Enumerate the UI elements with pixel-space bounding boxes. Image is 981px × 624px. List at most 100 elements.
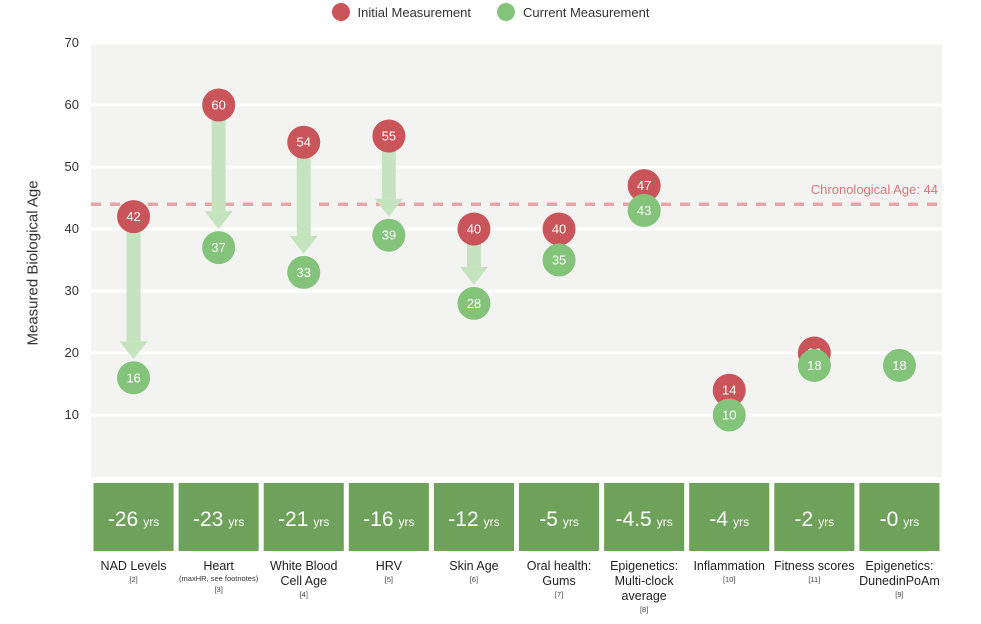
category-note: (maxHR, see footnotes) bbox=[179, 574, 259, 583]
delta-box bbox=[348, 483, 429, 551]
category-name: NAD Levels bbox=[100, 559, 167, 573]
category-name: Skin Age bbox=[449, 559, 499, 573]
delta-box bbox=[178, 483, 259, 551]
initial-marker bbox=[287, 125, 321, 159]
delta-value: -0 bbox=[880, 508, 899, 531]
current-value-label: 37 bbox=[211, 240, 225, 255]
delta-box bbox=[604, 483, 685, 551]
category-reference: [7] bbox=[554, 590, 564, 599]
legend-item-current: Current Measurement bbox=[497, 3, 649, 21]
delta-label: -12 yrs bbox=[448, 508, 499, 531]
delta-unit: yrs bbox=[818, 515, 834, 529]
arrow-shaft bbox=[211, 119, 226, 212]
category-name: Heart bbox=[203, 559, 234, 573]
delta-label: -23 yrs bbox=[193, 508, 244, 531]
initial-value-label: 60 bbox=[211, 98, 225, 113]
arrow-shaft bbox=[126, 231, 141, 342]
initial-marker bbox=[627, 169, 661, 203]
category-label: Heart (maxHR, see footnotes) [3] bbox=[176, 559, 261, 595]
delta-label: -21 yrs bbox=[278, 508, 329, 531]
category-name: Oral health: Gums bbox=[526, 559, 592, 588]
initial-value-label: 14 bbox=[722, 383, 736, 398]
category-reference: [2] bbox=[129, 575, 138, 584]
delta-value: -16 bbox=[363, 508, 393, 531]
initial-value-label: 40 bbox=[552, 222, 566, 237]
category-reference: [3] bbox=[214, 585, 223, 594]
category-label: NAD Levels [2] bbox=[91, 559, 176, 585]
reference-line-label: Chronological Age: 44 bbox=[811, 182, 938, 197]
delta-box bbox=[774, 483, 855, 551]
initial-marker bbox=[117, 200, 151, 234]
delta-unit: yrs bbox=[399, 515, 415, 529]
delta-value: -5 bbox=[539, 508, 558, 531]
category-reference: [10] bbox=[722, 575, 736, 584]
delta-value: -26 bbox=[108, 508, 138, 531]
delta-box bbox=[689, 483, 770, 551]
legend-label-initial: Initial Measurement bbox=[357, 4, 471, 20]
delta-unit: yrs bbox=[313, 515, 329, 529]
delta-unit: yrs bbox=[903, 515, 919, 529]
category-reference: [5] bbox=[384, 575, 394, 584]
initial-value-label: 42 bbox=[126, 209, 140, 224]
current-marker bbox=[627, 193, 661, 227]
initial-marker bbox=[202, 88, 236, 122]
delta-label: -2 yrs bbox=[795, 508, 835, 531]
delta-unit: yrs bbox=[228, 515, 244, 529]
delta-value: -4 bbox=[709, 508, 728, 531]
category-reference: [6] bbox=[469, 575, 479, 584]
category-label: Inflammation [10] bbox=[687, 559, 772, 585]
current-marker bbox=[797, 348, 831, 382]
delta-box bbox=[519, 483, 600, 551]
initial-value-label: 54 bbox=[297, 135, 311, 150]
delta-label: -4 yrs bbox=[709, 508, 749, 531]
category-name: White Blood Cell Age bbox=[270, 559, 338, 588]
legend-marker-current bbox=[497, 3, 515, 21]
category-name: Inflammation bbox=[693, 559, 766, 573]
current-marker bbox=[542, 243, 576, 277]
current-marker bbox=[287, 255, 321, 289]
category-label: Skin Age [6] bbox=[431, 559, 516, 585]
y-tick-label: 30 bbox=[65, 283, 79, 298]
legend-item-initial: Initial Measurement bbox=[331, 3, 471, 21]
plot-background bbox=[91, 43, 942, 477]
y-tick-label: 10 bbox=[65, 407, 79, 422]
category-label: Oral health: Gums [7] bbox=[517, 559, 602, 600]
delta-box bbox=[859, 483, 940, 551]
current-marker bbox=[117, 361, 151, 395]
category-reference: [11] bbox=[808, 575, 821, 584]
delta-box bbox=[263, 483, 344, 551]
arrow-head bbox=[374, 198, 403, 217]
category-label: Epigenetics: Multi-clock average [8] bbox=[602, 559, 687, 615]
delta-value: -21 bbox=[278, 508, 308, 531]
arrow-shaft bbox=[466, 243, 481, 267]
category-name: Epigenetics: Multi-clock average bbox=[610, 559, 679, 603]
current-value-label: 33 bbox=[297, 265, 311, 280]
delta-value: -23 bbox=[193, 508, 223, 531]
current-value-label: 10 bbox=[722, 408, 736, 423]
current-marker bbox=[712, 398, 746, 432]
delta-unit: yrs bbox=[657, 515, 673, 529]
delta-label: -4.5 yrs bbox=[616, 508, 673, 531]
delta-label: -26 yrs bbox=[108, 508, 159, 531]
category-label: White Blood Cell Age [4] bbox=[261, 559, 346, 600]
initial-value-label: 47 bbox=[637, 178, 651, 193]
delta-box bbox=[93, 483, 174, 551]
current-value-label: 18 bbox=[807, 358, 821, 373]
y-tick-label: 60 bbox=[65, 97, 79, 112]
legend: Initial Measurement Current Measurement bbox=[0, 3, 981, 21]
delta-unit: yrs bbox=[563, 515, 579, 529]
category-name: HRV bbox=[375, 559, 402, 573]
category-label: Fitness scores [11] bbox=[772, 559, 857, 585]
delta-value: -4.5 bbox=[616, 508, 652, 531]
y-tick-label: 70 bbox=[65, 35, 79, 50]
delta-unit: yrs bbox=[484, 515, 500, 529]
current-marker bbox=[457, 286, 491, 320]
category-name: Fitness scores bbox=[774, 559, 855, 573]
initial-marker bbox=[372, 119, 406, 153]
delta-box bbox=[433, 483, 514, 551]
current-marker bbox=[882, 348, 916, 382]
current-value-label: 39 bbox=[382, 228, 396, 243]
delta-label: -0 yrs bbox=[880, 508, 920, 531]
arrow-shaft bbox=[381, 150, 396, 199]
